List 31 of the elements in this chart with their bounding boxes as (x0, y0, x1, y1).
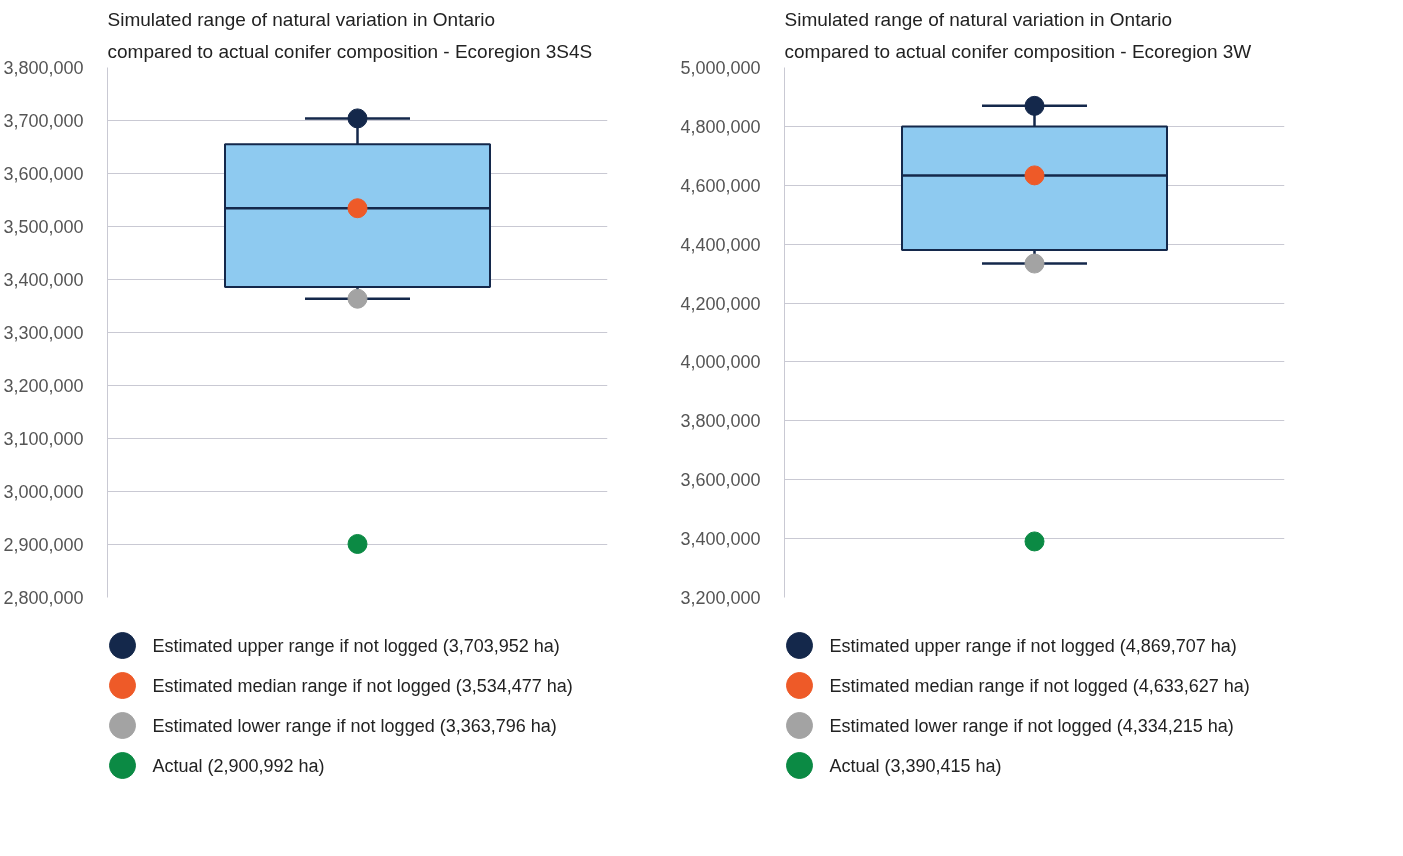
y-tick-label: 4,400,000 (680, 234, 761, 255)
legend-label: Estimated median range if not logged (3,534,477 ha) (152, 675, 573, 696)
legend-label: Estimated upper range if not logged (4,869,707 ha) (829, 635, 1237, 656)
y-tick-label: 3,600,000 (680, 470, 761, 491)
legend-label: Actual (2,900,992 ha) (152, 755, 325, 776)
y-tick-label: 3,400,000 (3, 270, 84, 290)
y-tick-label: 3,500,000 (3, 217, 84, 237)
y-tick-label: 3,300,000 (3, 323, 84, 343)
y-tick-label: 2,800,000 (3, 588, 84, 608)
y-tick-label: 3,600,000 (3, 164, 84, 184)
y-tick-label: 4,800,000 (680, 116, 761, 137)
legend-label: Estimated lower range if not logged (4,334,215 ha) (829, 715, 1234, 736)
y-tick-label: 3,700,000 (3, 111, 84, 131)
legend-label: Estimated upper range if not logged (3,703,952 ha) (152, 635, 560, 656)
legend-label: Estimated lower range if not logged (3,363,796 ha) (152, 715, 557, 736)
y-tick-label: 4,200,000 (680, 293, 761, 314)
legend-label: Actual (3,390,415 ha) (829, 755, 1002, 776)
y-tick-label: 3,800,000 (3, 58, 84, 78)
chart-title: Simulated range of natural variation in Ontario compared to actual conifer composition - Ecoregion 3W (784, 9, 1252, 62)
y-tick-label: 3,400,000 (680, 529, 761, 550)
y-tick-label: 3,800,000 (680, 411, 761, 432)
y-tick-label: 3,200,000 (680, 588, 761, 608)
chart-title: Simulated range of natural variation in Ontario compared to actual conifer composition - Ecoregion 3S4S (107, 9, 593, 62)
y-tick-label: 3,200,000 (3, 376, 84, 396)
y-tick-label: 2,900,000 (3, 535, 84, 555)
y-tick-label: 3,100,000 (3, 429, 84, 449)
legend-label: Estimated median range if not logged (4,633,627 ha) (829, 675, 1250, 696)
y-tick-label: 4,600,000 (680, 175, 761, 196)
y-tick-label: 5,000,000 (680, 58, 761, 78)
y-tick-label: 4,000,000 (680, 352, 761, 373)
y-tick-label: 3,000,000 (3, 482, 84, 502)
